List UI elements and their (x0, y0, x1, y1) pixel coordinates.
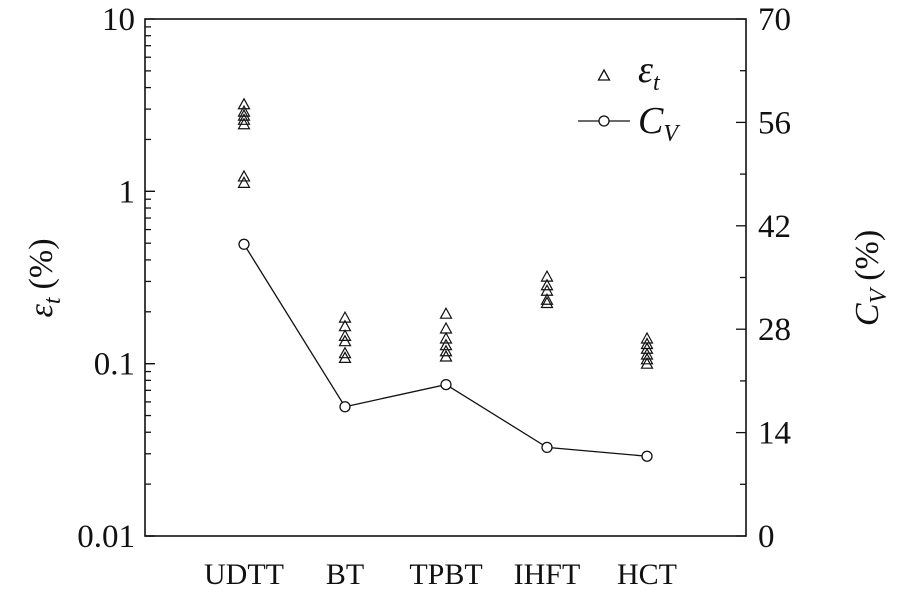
epsilon-point (237, 117, 251, 130)
epsilon-point (540, 269, 554, 282)
legend: εt CV (578, 49, 680, 147)
epsilon-point (338, 310, 352, 323)
epsilon-point (237, 169, 251, 182)
epsilon-point (439, 306, 453, 319)
legend-epsilon-label: εt (638, 49, 661, 96)
right-tick-label: 0 (758, 519, 775, 555)
left-tick-label: 1 (119, 174, 136, 210)
epsilon-point (338, 334, 352, 347)
right-axis-ticks: 0 14 28 42 56 70 (736, 2, 791, 555)
epsilon-series (237, 97, 654, 369)
epsilon-point (439, 344, 453, 357)
category-label: IHFT (514, 558, 581, 591)
epsilon-point (540, 292, 554, 305)
right-tick-label: 28 (758, 312, 791, 348)
legend-cv-label: CV (638, 100, 680, 147)
epsilon-point (338, 329, 352, 341)
epsilon-point (439, 331, 453, 344)
epsilon-point (640, 352, 654, 365)
category-label: HCT (617, 558, 677, 591)
category-label: BT (326, 558, 364, 591)
cv-point (541, 441, 553, 454)
cv-point (339, 401, 351, 413)
left-axis-ticks: 0.01 0.1 1 10 (77, 2, 155, 555)
left-tick-label: 10 (102, 2, 135, 38)
legend-circle-marker (598, 115, 610, 127)
right-axis-title: CV(%) (849, 230, 892, 326)
epsilon-point (237, 104, 251, 117)
epsilon-point (237, 176, 251, 188)
epsilon-point (439, 321, 453, 334)
left-tick-label: 0.01 (77, 519, 135, 555)
epsilon-point (640, 356, 654, 369)
plot-frame (144, 18, 747, 537)
epsilon-point (338, 346, 352, 359)
cv-point (440, 378, 452, 391)
cv-series (238, 238, 653, 462)
right-tick-label: 42 (758, 209, 791, 245)
category-label: UDTT (204, 558, 284, 591)
category-labels: UDTT BT TPBT IHFT HCT (204, 558, 677, 591)
epsilon-point (540, 296, 554, 309)
right-tick-label: 70 (758, 2, 791, 38)
category-label: TPBT (409, 558, 482, 591)
epsilon-point (439, 338, 453, 351)
epsilon-point (439, 349, 453, 362)
right-tick-label: 14 (758, 416, 791, 452)
right-tick-label: 56 (758, 105, 791, 141)
cv-point (641, 450, 653, 462)
legend-triangle-marker (597, 68, 611, 81)
epsilon-point (237, 97, 251, 110)
cv-point (238, 238, 250, 250)
left-tick-label: 0.1 (94, 347, 135, 383)
epsilon-point (237, 108, 251, 121)
left-axis-title: εt(%) (23, 238, 66, 317)
epsilon-point (237, 113, 251, 125)
epsilon-point (338, 351, 352, 364)
epsilon-point (540, 278, 554, 291)
